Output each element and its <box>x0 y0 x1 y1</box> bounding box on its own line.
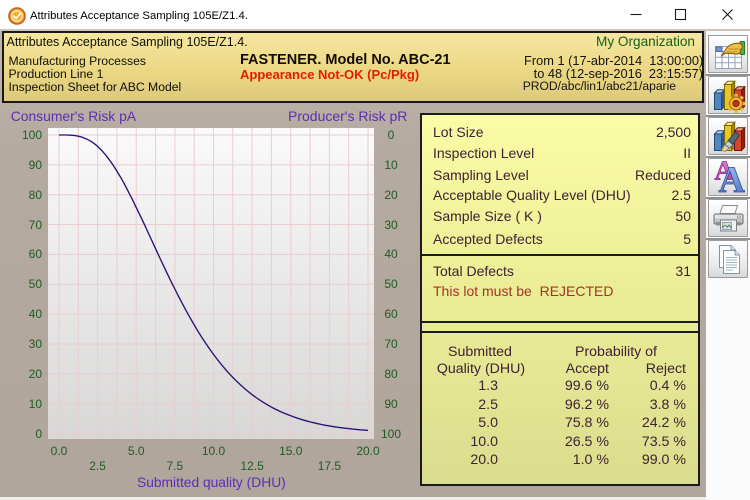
svg-text:A: A <box>719 159 746 197</box>
svg-text:A: A <box>715 159 735 186</box>
